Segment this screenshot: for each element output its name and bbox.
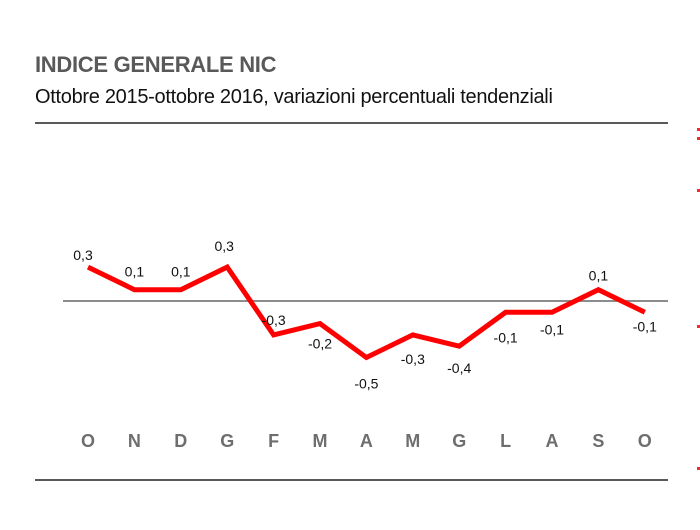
data-label: -0,3 xyxy=(401,351,425,367)
series-line xyxy=(86,263,646,361)
data-label: 0,1 xyxy=(171,264,191,280)
data-label: 0,3 xyxy=(73,247,93,263)
x-tick-label: M xyxy=(405,431,420,451)
data-label: 0,3 xyxy=(214,238,234,254)
data-label: -0,5 xyxy=(354,376,378,392)
x-tick-label: L xyxy=(500,431,511,451)
x-tick-label: S xyxy=(592,431,604,451)
x-tick-label: O xyxy=(81,431,95,451)
data-label: -0,1 xyxy=(494,329,518,345)
edge-marker xyxy=(697,467,700,470)
x-tick-label: M xyxy=(313,431,328,451)
data-label: -0,1 xyxy=(540,321,564,337)
x-tick-label: G xyxy=(220,431,234,451)
data-label: -0,2 xyxy=(308,336,332,352)
x-tick-label: A xyxy=(360,431,373,451)
data-label: 0,1 xyxy=(589,268,609,284)
x-tick-label: F xyxy=(268,431,279,451)
x-tick-label: O xyxy=(638,431,652,451)
x-tick-label: D xyxy=(174,431,187,451)
data-label: 0,1 xyxy=(125,264,145,280)
edge-marker xyxy=(697,189,700,192)
data-label: -0,4 xyxy=(447,360,471,376)
edge-marker xyxy=(697,325,700,328)
edge-marker xyxy=(697,137,700,140)
data-label: -0,1 xyxy=(633,318,657,334)
chart-title: INDICE GENERALE NIC xyxy=(35,52,277,77)
chart-subtitle: Ottobre 2015-ottobre 2016, variazioni pe… xyxy=(35,86,553,108)
edge-marker xyxy=(697,128,700,131)
x-tick-label: G xyxy=(452,431,466,451)
data-label: -0,3 xyxy=(262,312,286,328)
x-tick-label: N xyxy=(128,431,141,451)
x-tick-label: A xyxy=(546,431,559,451)
